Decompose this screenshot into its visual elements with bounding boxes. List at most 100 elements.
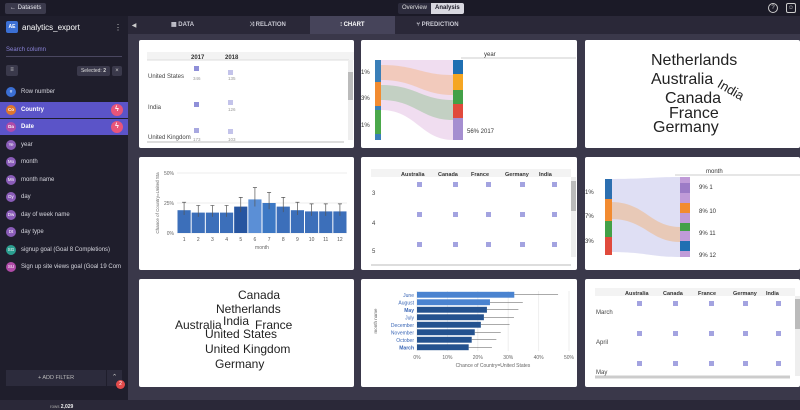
bar: [205, 212, 219, 233]
column-type-badge: Dw: [6, 209, 16, 220]
tab-prediction[interactable]: ⑂ PREDICTION: [416, 22, 459, 28]
clear-selection-button[interactable]: ×: [112, 65, 122, 76]
x-tick-label: 0%: [413, 355, 421, 361]
row-label: 5: [372, 249, 376, 255]
bolt-icon[interactable]: ϟ: [111, 121, 123, 133]
table-scrollbar[interactable]: [348, 72, 353, 100]
x-tick-label: 50%: [564, 355, 575, 361]
column-item[interactable]: Dt day type: [0, 224, 128, 240]
filter-icon[interactable]: ≡: [6, 65, 18, 76]
column-list: # Row number Co Country ϟ Da Date ϟ Ye year Mo mont…: [0, 84, 128, 275]
cell-value: 103: [228, 137, 236, 142]
x-tick-label: 40%: [534, 355, 545, 361]
back-to-datasets-button[interactable]: ← Datasets: [5, 2, 47, 14]
bar: [417, 299, 490, 306]
table-card-year[interactable]: 2017 2018 United States India United Kin…: [139, 40, 354, 148]
selected-count: 2: [103, 67, 106, 74]
tab-data[interactable]: ▦ DATA: [170, 22, 195, 28]
help-icon[interactable]: ?: [768, 3, 778, 13]
column-item[interactable]: Mo month: [0, 154, 128, 170]
row-label: April: [596, 340, 608, 346]
column-type-badge: SU: [6, 262, 16, 272]
wordcloud-word: Germany: [215, 357, 265, 371]
table-scrollbar[interactable]: [795, 299, 800, 329]
y-axis-label: month name: [373, 308, 378, 334]
table-scrollbar[interactable]: [571, 181, 576, 211]
column-item[interactable]: Mn month name: [0, 172, 128, 188]
column-item[interactable]: # Row number: [0, 84, 128, 100]
sankey-left-label: 1%: [585, 190, 594, 196]
column-item[interactable]: Co Country ϟ: [0, 101, 128, 118]
sankey-left-label: 3%: [585, 239, 594, 245]
y-tick-label: August: [398, 300, 414, 306]
x-tick-label: 8: [282, 237, 285, 243]
overview-tab[interactable]: Overview: [398, 3, 432, 14]
chevron-up-icon[interactable]: ⌃: [106, 370, 122, 386]
table-header: India: [539, 172, 553, 178]
column-label: day type: [21, 229, 44, 235]
table-header: Australia: [401, 172, 425, 178]
wordcloud-card-1[interactable]: Netherlands Australia India Canada Franc…: [585, 40, 800, 148]
x-tick-label: 7: [268, 237, 271, 243]
more-vert-icon[interactable]: ⋮: [114, 22, 122, 32]
sankey-card-year[interactable]: year 1% 3% 1% 56% 2017: [361, 40, 577, 148]
column-item[interactable]: SG signup goal (Goal 8 Completions): [0, 242, 128, 258]
collapse-sidebar-icon[interactable]: ◀: [131, 22, 137, 29]
wordcloud-word: United States: [205, 327, 278, 341]
bar: [305, 211, 319, 233]
y-tick-label: 50%: [164, 171, 175, 177]
column-type-badge: Dt: [6, 227, 16, 237]
sankey-right-label: 9% 11: [699, 231, 716, 237]
selected-count-badge: Selected: 2: [76, 65, 110, 76]
table-header: Germany: [733, 291, 758, 297]
column-type-badge: Da: [6, 122, 16, 132]
column-item[interactable]: SU Sign up site views goal (Goal 19 Com: [0, 259, 128, 275]
sankey-title: year: [484, 52, 496, 58]
bar: [417, 336, 472, 343]
sankey-card-month[interactable]: month 1% 7% 3% 9% 1 8% 10 9% 11 9% 12: [585, 157, 800, 270]
notification-badge[interactable]: 2: [116, 380, 125, 389]
column-type-badge: #: [6, 87, 16, 97]
tab-relation[interactable]: ⤨ RELATION: [249, 22, 286, 28]
column-item[interactable]: Dy day: [0, 189, 128, 205]
sankey-title: month: [706, 169, 723, 175]
column-item[interactable]: Da Date ϟ: [0, 119, 128, 135]
table-header: 2017: [191, 55, 205, 61]
wordcloud-word: Canada: [665, 90, 722, 107]
bolt-icon[interactable]: ϟ: [111, 103, 123, 116]
row-label: 4: [372, 221, 376, 227]
column-label: Row number: [21, 89, 56, 95]
add-filter-button[interactable]: + ADD FILTER: [37, 375, 75, 381]
x-tick-label: 3: [211, 237, 214, 243]
table-card-country[interactable]: Australia Canada France Germany India 3 …: [361, 157, 577, 270]
analysis-tab[interactable]: Analysis: [431, 3, 464, 14]
x-tick-label: 6: [254, 237, 257, 243]
tab-chart[interactable]: ⫶ CHART: [310, 16, 395, 34]
bar: [177, 210, 191, 233]
y-tick-label: October: [396, 338, 414, 344]
bar: [276, 206, 290, 233]
row-label: United Kingdom: [148, 135, 191, 141]
bar: [417, 291, 515, 298]
x-tick-label: 12: [337, 237, 343, 243]
search-column-input[interactable]: Search column: [6, 47, 122, 57]
wordcloud-card-2[interactable]: Canada Netherlands Australia India Franc…: [139, 279, 354, 387]
column-type-badge: Mo: [6, 157, 16, 167]
y-tick-label: 25%: [164, 201, 175, 207]
column-item[interactable]: Ye year: [0, 137, 128, 153]
bar: [417, 344, 469, 351]
row-label: 3: [372, 191, 376, 197]
column-item[interactable]: Dw day of week name: [0, 207, 128, 223]
bar-chart-card[interactable]: 0% 25% 50% 1 2 3 4 5 6 7 8 9 10 11 12 month Chance of Co…: [139, 157, 354, 270]
hbar-chart-card[interactable]: 0% 10% 20% 30% 40% 50% June August May July Decemb…: [361, 279, 577, 387]
user-icon[interactable]: ☺: [786, 3, 796, 13]
bar: [417, 314, 484, 321]
y-tick-label: July: [405, 315, 414, 321]
table-card-month[interactable]: Australia Canada France Germany India Ma…: [585, 279, 800, 387]
y-axis-label: Chance of Country=United Sta: [155, 172, 160, 234]
column-type-badge: Co: [6, 104, 16, 115]
bar: [417, 306, 487, 313]
wordcloud-word: Netherlands: [216, 302, 281, 316]
dataset-name: analytics_export: [22, 22, 80, 32]
sankey-left-label: 1%: [361, 70, 370, 76]
